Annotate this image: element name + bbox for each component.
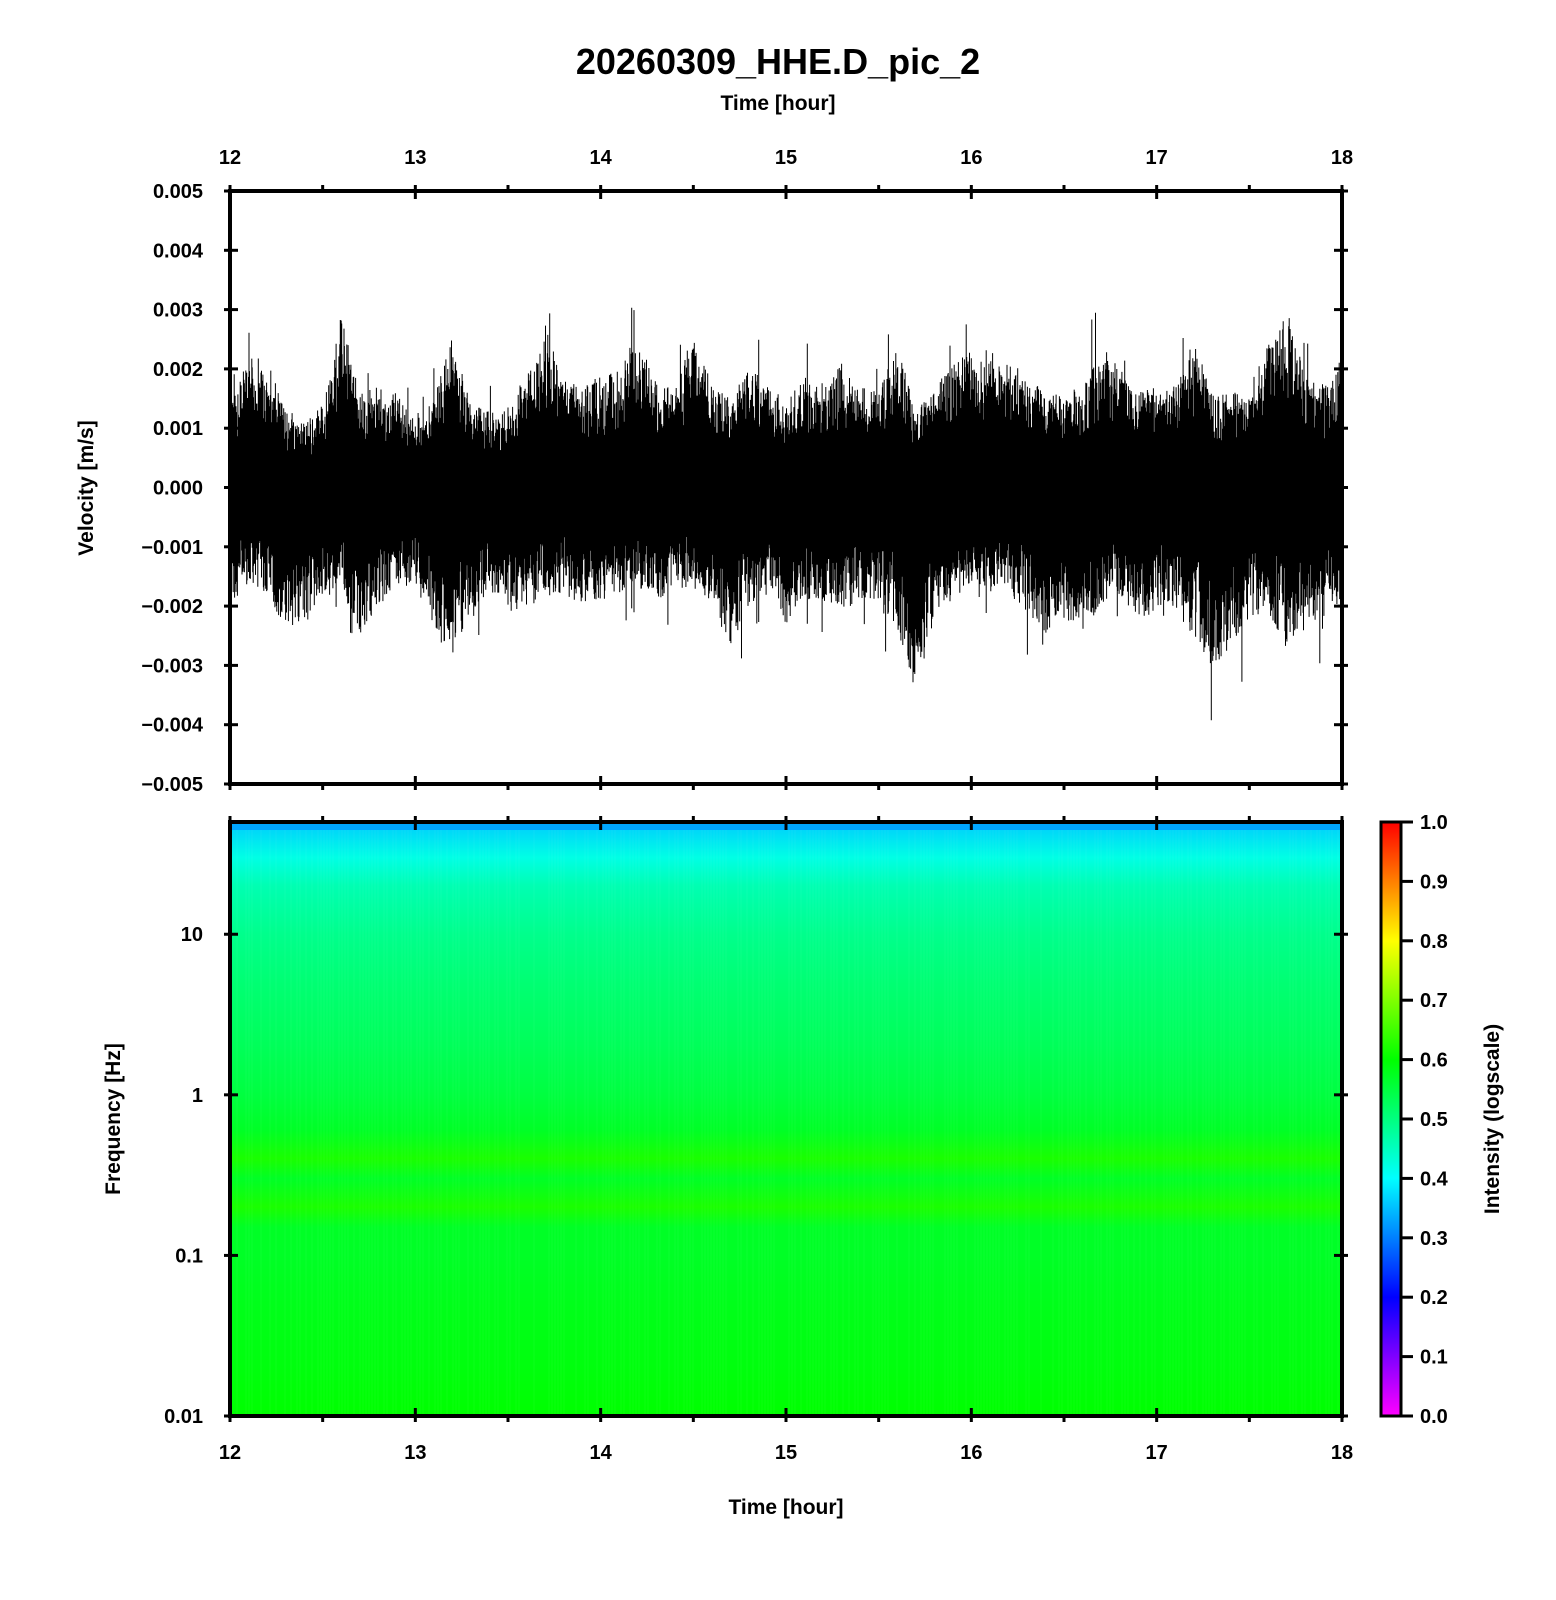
velocity-ticks: 12 13 14 15 16 17 18 0.005 0.004 0.003 0.002 0.001 0… [141,147,1353,796]
y-tick-label: 0.1 [175,1245,203,1267]
x-tick-label: 13 [404,1442,426,1464]
y-tick-label: 10 [181,924,203,946]
velocity-panel: 12 13 14 15 16 17 18 0.005 0.004 0.003 0.002 0.001 0… [75,147,1353,796]
y-tick-label: 0.000 [153,478,203,500]
colorbar-tick-label: 0.2 [1420,1287,1448,1309]
x-tick-label: 14 [590,1442,613,1464]
spectrogram-background [230,822,1342,1416]
x-tick-label: 17 [1146,147,1168,169]
spectrogram-striations [236,826,1342,1416]
y-tick-label: −0.001 [141,537,203,559]
y-tick-label: −0.003 [141,655,203,677]
x-tick-label: 16 [960,147,982,169]
y-tick-label: 0.005 [153,181,203,203]
y-tick-label: 1 [192,1085,203,1107]
x-tick-label: 12 [219,1442,241,1464]
colorbar-label: Intensity (logscale) [1481,1024,1504,1214]
x-tick-label: 18 [1331,147,1353,169]
x-tick-label: 18 [1331,1442,1353,1464]
velocity-y-axis-label: Velocity [m/s] [75,420,98,555]
bottom-x-axis-label: Time [hour] [728,1496,843,1519]
colorbar-tick-label: 0.8 [1420,931,1448,953]
colorbar-gradient [1381,822,1401,1416]
y-tick-label: −0.005 [141,774,203,796]
y-tick-label: 0.001 [153,418,203,440]
colorbar: 1.0 0.9 0.8 0.7 0.6 0.5 0.4 0.3 0.2 0.1 0.0 Intens… [1379,812,1504,1428]
x-tick-label: 13 [404,147,426,169]
spectrogram-ticks: 12 13 14 15 16 17 18 10 1 0.1 0.01 [164,816,1353,1464]
frequency-axis-label: Frequency [Hz] [102,1043,125,1195]
colorbar-tick-label: 1.0 [1420,812,1448,834]
colorbar-tick-label: 0.0 [1420,1406,1448,1428]
x-tick-label: 15 [775,1442,797,1464]
y-tick-label: −0.002 [141,596,203,618]
spectrogram-image [230,822,1342,1416]
y-tick-label: 0.004 [153,240,204,262]
chart-title: 20260309_HHE.D_pic_2 [576,41,980,82]
colorbar-tick-label: 0.9 [1420,871,1448,893]
colorbar-tick-label: 0.7 [1420,990,1448,1012]
y-tick-label: 0.002 [153,359,203,381]
x-tick-label: 17 [1146,1442,1168,1464]
colorbar-tick-label: 0.5 [1420,1109,1448,1131]
x-tick-label: 15 [775,147,797,169]
x-tick-label: 14 [590,147,613,169]
colorbar-tick-label: 0.1 [1420,1347,1448,1369]
colorbar-tick-label: 0.6 [1420,1050,1448,1072]
y-tick-label: 0.01 [164,1406,203,1428]
y-tick-label: 0.003 [153,300,203,322]
colorbar-ticks: 1.0 0.9 0.8 0.7 0.6 0.5 0.4 0.3 0.2 0.1 0.0 [1401,812,1449,1428]
x-tick-label: 12 [219,147,241,169]
colorbar-tick-label: 0.4 [1420,1168,1449,1190]
y-tick-label: −0.004 [141,715,204,737]
top-x-axis-label: Time [hour] [720,92,835,115]
x-tick-label: 16 [960,1442,982,1464]
colorbar-tick-label: 0.3 [1420,1228,1448,1250]
